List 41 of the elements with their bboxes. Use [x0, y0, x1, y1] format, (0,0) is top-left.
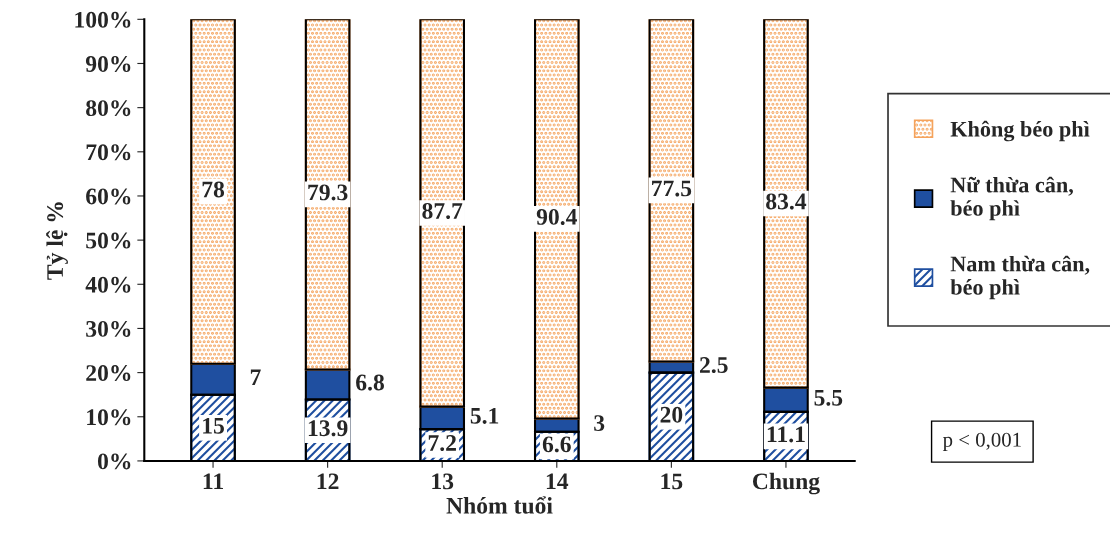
text: p < 0,001	[942, 432, 1021, 452]
y-axis-title: Tỷ lệ %	[46, 202, 68, 280]
data-label: 15	[203, 417, 224, 434]
data-label: 79.3	[308, 184, 348, 201]
data-label: 77.5	[652, 180, 692, 197]
legend-label: Nam thừa cân, béo phì	[950, 255, 1090, 300]
data-label: 7.2	[428, 435, 456, 452]
data-label: 90.4	[536, 208, 578, 225]
x-tick-label: 13	[432, 473, 454, 490]
x-axis-title: Nhóm tuổi	[446, 496, 553, 514]
legend-label: Nữ thừa cân, béo phì	[950, 176, 1073, 221]
x-tick-label: 15	[661, 473, 683, 490]
legend-label: Không béo phì	[950, 120, 1090, 142]
data-label: 13.9	[308, 420, 348, 437]
y-tick-label: 0%	[97, 453, 131, 470]
data-label: 20	[660, 406, 683, 423]
x-tick-label: Chung	[752, 472, 820, 495]
x-tick-label: 11	[203, 473, 223, 490]
y-tick-label: 60%	[86, 188, 131, 205]
data-label: 11.1	[767, 426, 805, 443]
y-tick-label: 100%	[75, 11, 131, 28]
data-label: 3	[594, 415, 605, 432]
y-tick-label: 50%	[86, 232, 131, 249]
x-tick-label: 14	[546, 473, 569, 490]
y-tick-label: 20%	[86, 365, 131, 382]
data-label: 83.4	[766, 193, 807, 210]
y-tick-label: 40%	[85, 276, 131, 293]
data-label: 5.1	[470, 407, 499, 424]
data-label: 6.6	[542, 436, 571, 453]
data-label: 6.8	[356, 374, 384, 391]
y-tick-label: 90%	[85, 55, 131, 72]
y-tick-label: 10%	[87, 409, 131, 426]
y-tick-label: 30%	[86, 320, 131, 337]
x-tick-label: 12	[317, 473, 339, 490]
y-tick-label: 80%	[86, 100, 131, 117]
data-label: 2.5	[700, 357, 728, 374]
data-label: 7	[250, 369, 261, 385]
data-label: 87.7	[422, 202, 463, 219]
data-label: 78	[202, 181, 225, 198]
data-label: 5.5	[814, 389, 843, 406]
y-tick-label: 70%	[86, 144, 131, 161]
